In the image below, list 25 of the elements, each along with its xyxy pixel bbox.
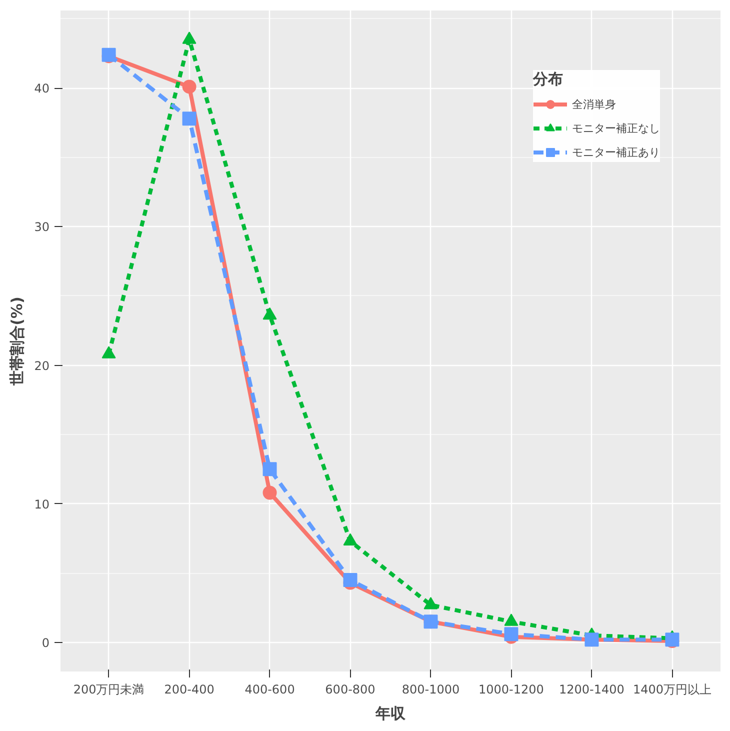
x-tick-label: 1400万円以上 <box>632 682 712 696</box>
x-tick-label: 1000-1200 <box>478 682 544 696</box>
y-tick-label: 30 <box>34 220 50 234</box>
y-tick-label: 40 <box>34 82 50 96</box>
y-axis-title: 世帯割合(%) <box>8 296 26 386</box>
point <box>182 112 196 126</box>
point <box>262 486 277 500</box>
x-tick-label: 1200-1400 <box>559 682 624 696</box>
x-axis-title: 年収 <box>374 704 406 722</box>
point <box>343 573 358 588</box>
legend-title: 分布 <box>533 70 564 89</box>
y-tick-label: 20 <box>34 358 50 373</box>
legend-label: モニター補正あり <box>572 144 660 160</box>
y-tick-label: 10 <box>34 497 50 512</box>
x-tick-label: 200-400 <box>164 682 214 696</box>
point <box>262 462 277 476</box>
legend-label: モニター補正なし <box>572 120 660 136</box>
legend-label: 全消単身 <box>572 96 616 112</box>
x-tick-label: 400-600 <box>244 682 295 696</box>
x-tick-label: 600-800 <box>325 682 376 696</box>
point <box>504 627 518 642</box>
x-tick-label: 200万円未満 <box>73 682 144 696</box>
point <box>182 80 196 94</box>
x-tick-label: 800-1000 <box>402 682 460 696</box>
y-tick-label: 0 <box>42 636 50 650</box>
